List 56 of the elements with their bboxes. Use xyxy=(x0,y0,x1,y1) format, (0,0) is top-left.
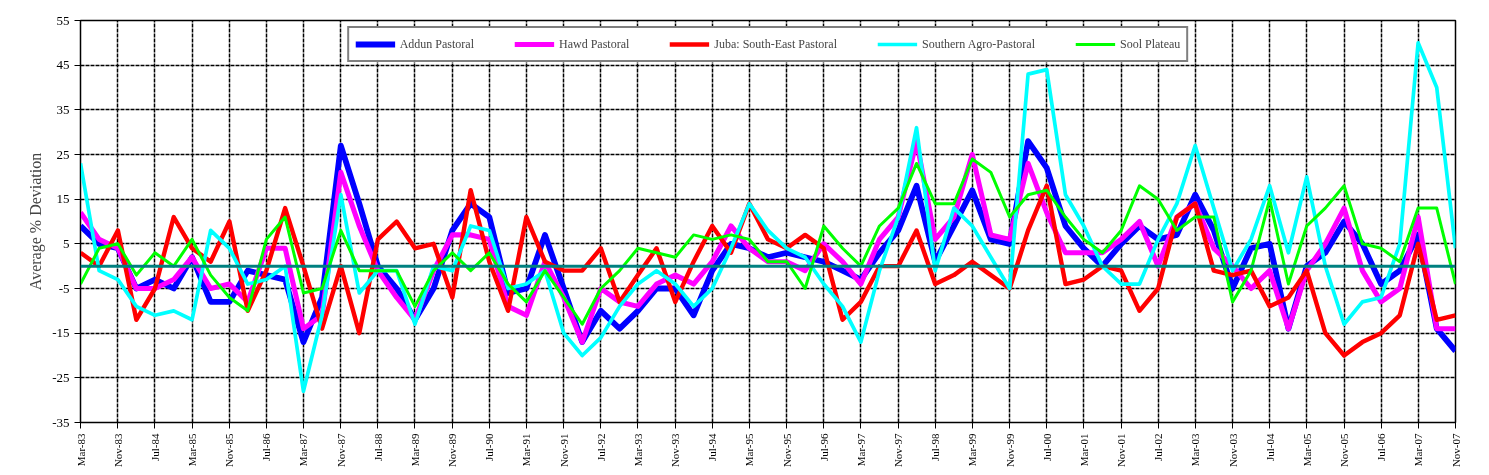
x-tick-label: Jul-88 xyxy=(371,433,384,461)
y-tick-label: -15 xyxy=(52,325,70,341)
legend-label: Juba: South-East Pastoral xyxy=(714,36,837,52)
x-tick-label: Jul-02 xyxy=(1152,433,1165,461)
x-tick-label: Mar-95 xyxy=(743,433,756,467)
legend-label: Southern Agro-Pastoral xyxy=(921,36,1035,52)
x-tick-label: Mar-07 xyxy=(1412,433,1425,467)
y-tick-label: 45 xyxy=(56,57,70,73)
x-tick-label: Mar-93 xyxy=(631,433,644,467)
legend-label: Sool Plateau xyxy=(1119,36,1181,52)
y-tick-label: 15 xyxy=(56,191,70,207)
y-tick-label: 25 xyxy=(56,146,70,162)
x-tick-label: Nov-99 xyxy=(1003,433,1016,468)
x-tick-label: Jul-84 xyxy=(148,433,161,461)
x-tick-label: Mar-83 xyxy=(74,433,87,467)
x-tick-label: Mar-05 xyxy=(1300,433,1313,467)
y-tick-label: 35 xyxy=(56,101,70,117)
x-tick-label: Mar-91 xyxy=(520,433,533,467)
x-tick-label: Mar-97 xyxy=(854,433,867,467)
x-tick-label: Nov-03 xyxy=(1226,433,1239,468)
x-tick-label: Nov-91 xyxy=(557,433,570,468)
x-tick-label: Mar-03 xyxy=(1189,433,1202,467)
x-tick-label: Mar-87 xyxy=(297,433,310,467)
legend-label: Addun Pastoral xyxy=(399,36,475,52)
x-tick-label: Jul-86 xyxy=(260,433,273,461)
y-tick-label: -35 xyxy=(52,414,70,430)
x-tick-label: Jul-96 xyxy=(817,433,830,461)
x-tick-label: Mar-01 xyxy=(1077,433,1090,467)
x-tick-label: Jul-94 xyxy=(706,433,719,461)
x-tick-label: Jul-98 xyxy=(929,433,942,461)
x-tick-label: Mar-89 xyxy=(408,433,421,467)
y-axis-title: Average % Deviation xyxy=(27,152,46,291)
x-tick-label: Jul-90 xyxy=(483,433,496,461)
x-tick-label: Nov-07 xyxy=(1449,433,1462,468)
x-tick-label: Jul-06 xyxy=(1375,433,1388,461)
x-tick-label: Nov-87 xyxy=(334,433,347,468)
x-tick-label: Jul-00 xyxy=(1040,433,1053,461)
legend-label: Hawd Pastoral xyxy=(559,36,630,52)
x-tick-label: Nov-85 xyxy=(223,433,236,468)
x-tick-label: Nov-05 xyxy=(1338,433,1351,468)
x-tick-label: Nov-89 xyxy=(446,433,459,468)
y-tick-label: 5 xyxy=(63,235,70,251)
y-tick-label: 55 xyxy=(56,12,70,28)
y-tick-label: -5 xyxy=(58,280,70,296)
x-tick-label: Nov-83 xyxy=(111,433,124,468)
y-tick-label: -25 xyxy=(52,369,70,385)
x-tick-label: Mar-85 xyxy=(186,433,199,467)
x-tick-label: Nov-97 xyxy=(892,433,905,468)
line-series xyxy=(80,40,1456,394)
x-tick-label: Jul-04 xyxy=(1263,433,1276,461)
x-tick-label: Nov-01 xyxy=(1115,433,1128,468)
x-tick-label: Nov-93 xyxy=(669,433,682,468)
line-series xyxy=(80,157,1456,326)
x-tick-label: Jul-92 xyxy=(594,433,607,461)
x-tick-label: Mar-99 xyxy=(966,433,979,467)
x-tick-label: Nov-95 xyxy=(780,433,793,468)
